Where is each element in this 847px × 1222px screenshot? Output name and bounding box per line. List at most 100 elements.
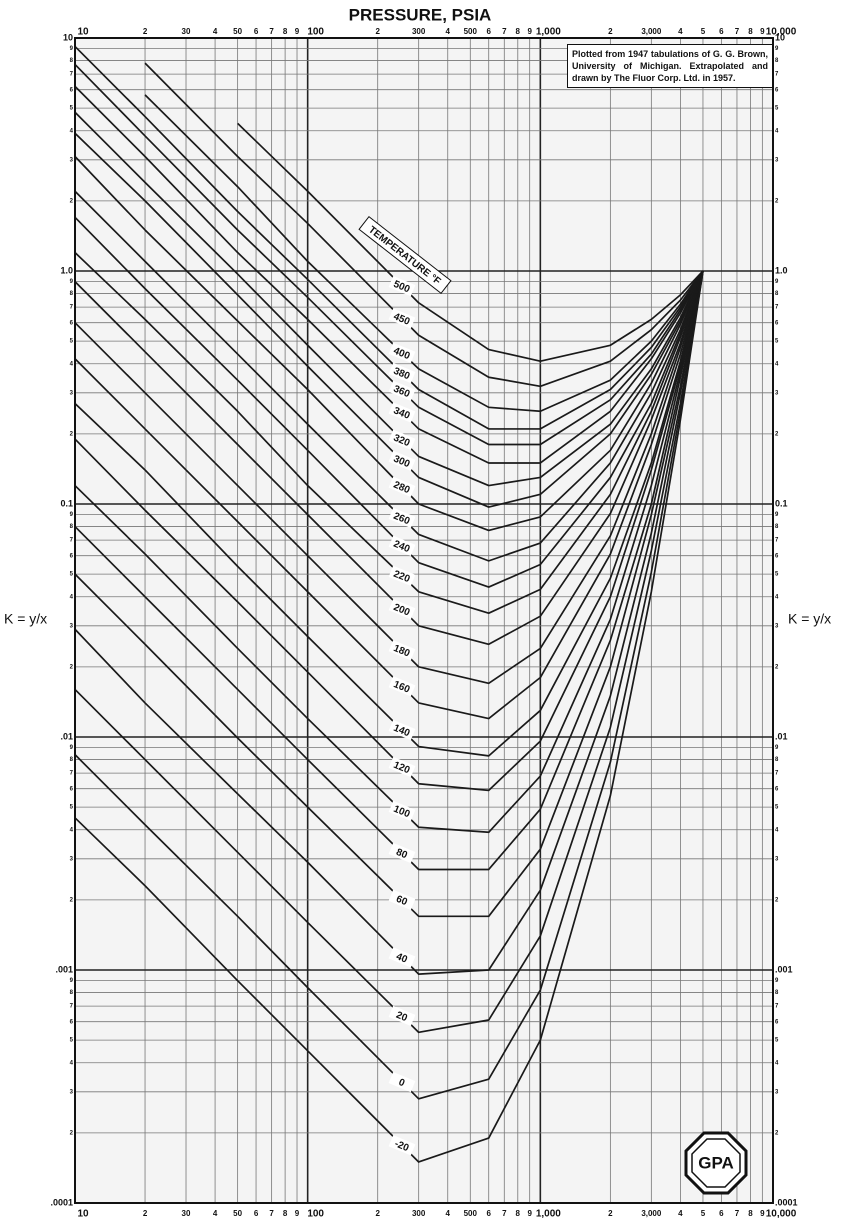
temperature-curve bbox=[74, 270, 704, 1034]
y-tick-label-right: .0001 bbox=[775, 1197, 798, 1207]
y-tick-label-left: 7 bbox=[70, 771, 74, 777]
y-tick-label-left: 5 bbox=[70, 1038, 74, 1044]
y-tick-label-right: 7 bbox=[775, 72, 779, 78]
y-tick-label-right: 3 bbox=[775, 856, 779, 862]
y-tick-label-right: 10 bbox=[775, 32, 785, 42]
curve-label-group: 40 bbox=[388, 947, 416, 968]
y-tick-label-left: 2 bbox=[70, 198, 74, 204]
y-tick-label-right: 8 bbox=[775, 757, 779, 763]
curve-label-box bbox=[388, 1071, 416, 1093]
y-tick-label-left: 3 bbox=[70, 1089, 74, 1095]
grid bbox=[74, 37, 774, 1204]
y-tick-label-left: 6 bbox=[70, 553, 74, 559]
x-tick-label-top: 4 bbox=[678, 27, 683, 36]
y-tick-label-left: .01 bbox=[60, 731, 73, 741]
temperature-curve bbox=[74, 155, 704, 532]
y-tick-label-right: 6 bbox=[775, 87, 779, 93]
y-tick-label-right: 1.0 bbox=[775, 265, 788, 275]
y-tick-label-right: 9 bbox=[775, 512, 779, 518]
x-tick-label-bottom: 10 bbox=[77, 1209, 89, 1220]
temperature-curve bbox=[74, 270, 704, 757]
x-tick-label-top: 7 bbox=[269, 27, 274, 36]
y-tick-label-left: 9 bbox=[70, 978, 74, 984]
temperature-curve bbox=[237, 122, 704, 363]
x-tick-label-top: 9 bbox=[760, 27, 765, 36]
y-tick-label-right: .001 bbox=[775, 964, 793, 974]
curve-label-group: -20 bbox=[388, 1135, 416, 1156]
y-tick-label-right: 8 bbox=[775, 524, 779, 530]
plot-frame bbox=[74, 37, 774, 1204]
curve-label-box bbox=[388, 275, 416, 297]
curve-label-group: 80 bbox=[388, 842, 416, 864]
y-tick-label-right: 7 bbox=[775, 771, 779, 777]
curve-label-box bbox=[388, 947, 416, 968]
curves bbox=[74, 45, 704, 1163]
y-tick-label-right: 2 bbox=[775, 431, 779, 437]
temperature-curve bbox=[74, 270, 704, 792]
x-tick-label-top: 4 bbox=[213, 27, 218, 36]
y-tick-label-left: 8 bbox=[70, 757, 74, 763]
y-tick-label-right: 9 bbox=[775, 978, 779, 984]
y-tick-label-right: .01 bbox=[775, 731, 788, 741]
y-tick-label-left: 6 bbox=[70, 1019, 74, 1025]
x-tick-label-bottom: 6 bbox=[486, 1209, 491, 1218]
y-tick-label-left: .001 bbox=[55, 964, 73, 974]
curve-label-box bbox=[388, 719, 416, 741]
curve-label-box bbox=[388, 1135, 416, 1156]
x-tick-label-bottom: 2 bbox=[608, 1209, 613, 1218]
y-tick-label-right: 3 bbox=[775, 157, 779, 163]
y-tick-label-left: 2 bbox=[70, 664, 74, 670]
x-tick-label-top: 5 bbox=[701, 27, 706, 36]
y-tick-label-right: 7 bbox=[775, 538, 779, 544]
x-tick-label-bottom: 50 bbox=[233, 1209, 242, 1218]
curve-label-box bbox=[388, 429, 416, 450]
curve-label-box bbox=[388, 756, 416, 778]
x-tick-label-top: 300 bbox=[412, 27, 426, 36]
y-tick-label-right: 4 bbox=[775, 1060, 779, 1066]
temperature-curve bbox=[74, 111, 704, 487]
x-tick-label-bottom: 10,000 bbox=[766, 1209, 797, 1220]
y-tick-label-left: 5 bbox=[70, 106, 74, 112]
temperature-curve bbox=[74, 270, 704, 720]
y-tick-label-left: 10 bbox=[63, 32, 73, 42]
y-tick-label-left: 5 bbox=[70, 805, 74, 811]
y-tick-label-right: 2 bbox=[775, 1130, 779, 1136]
temperature-curve bbox=[74, 270, 704, 1163]
y-tick-label-right: 5 bbox=[775, 339, 779, 345]
temperature-curve bbox=[74, 216, 704, 588]
y-tick-label-right: 2 bbox=[775, 198, 779, 204]
temperature-curve bbox=[74, 45, 704, 430]
curve-labels: 5004504003803603403203002802602402202001… bbox=[388, 275, 416, 1156]
y-tick-label-right: 5 bbox=[775, 572, 779, 578]
curve-label-group: 60 bbox=[388, 889, 416, 911]
curve-label: -20 bbox=[393, 1139, 411, 1155]
y-tick-label-right: 2 bbox=[775, 664, 779, 670]
x-tick-label-bottom: 9 bbox=[527, 1209, 532, 1218]
y-tick-label-right: 8 bbox=[775, 58, 779, 64]
legend-title-box bbox=[358, 215, 452, 295]
temperature-curve bbox=[74, 270, 704, 871]
x-tick-label-bottom: 5 bbox=[701, 1209, 706, 1218]
temperature-curve bbox=[144, 94, 704, 413]
curve-label-box bbox=[388, 476, 416, 497]
y-tick-label-right: 9 bbox=[775, 745, 779, 751]
curve-label: 40 bbox=[394, 951, 409, 966]
x-tick-label-top: 8 bbox=[516, 27, 521, 36]
x-tick-label-top: 2 bbox=[375, 27, 380, 36]
x-tick-label-top: 6 bbox=[486, 27, 491, 36]
curve-label-box bbox=[388, 599, 416, 620]
temperature-curve bbox=[74, 270, 704, 975]
x-tick-label-top: 7 bbox=[735, 27, 740, 36]
x-tick-label-bottom: 8 bbox=[516, 1209, 521, 1218]
temperature-curve bbox=[74, 63, 704, 446]
y-tick-label-left: 0.1 bbox=[60, 498, 73, 508]
x-tick-label-top: 10,000 bbox=[766, 27, 797, 38]
curve-label-box bbox=[388, 380, 416, 401]
y-tick-label-left: 5 bbox=[70, 339, 74, 345]
x-tick-label-top: 50 bbox=[233, 27, 242, 36]
x-tick-label-bottom: 30 bbox=[182, 1209, 191, 1218]
x-tick-label-top: 1,000 bbox=[536, 27, 561, 38]
temperature-curve bbox=[74, 270, 704, 646]
x-tick-label-top: 6 bbox=[254, 27, 259, 36]
